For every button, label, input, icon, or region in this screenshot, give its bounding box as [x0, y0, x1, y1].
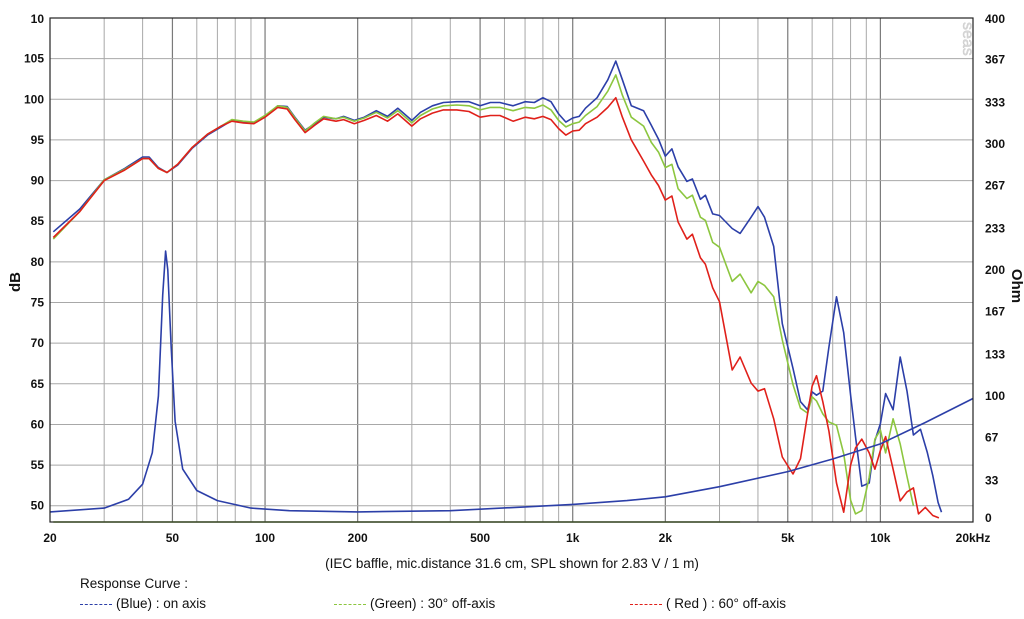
frequency-response-chart: 20 50 100 200 500 1k 2k 5k 10k 20kHz5055606570758…: [7, 12, 1024, 545]
x-tick-label: 100: [255, 531, 275, 545]
legend-title: Response Curve :: [80, 576, 189, 591]
y2-tick-label: 367: [985, 53, 1005, 67]
y-tick-label: 55: [31, 458, 45, 472]
x-tick-label: 10k: [870, 531, 890, 545]
y-axis-label-left: dB: [7, 272, 24, 292]
x-tick-label: 200: [348, 531, 368, 545]
y2-tick-label: 200: [985, 263, 1005, 277]
measurement-caption: (IEC baffle, mic.distance 31.6 cm, SPL s…: [325, 556, 699, 571]
plot-frame: [49, 17, 974, 523]
legend-label-blue: (Blue) : on axis: [116, 596, 207, 611]
tick-labels: 20 50 100 200 500 1k 2k 5k 10k 20kHz5055606570758…: [24, 12, 1005, 545]
y-tick-label: 90: [31, 174, 45, 188]
series-line-impedance: [49, 250, 974, 513]
y2-tick-label: 167: [985, 305, 1005, 319]
y-tick-label: 105: [24, 52, 44, 66]
y2-tick-label: 233: [985, 221, 1005, 235]
y-tick-label: 65: [31, 377, 45, 391]
y-tick-label: 80: [31, 255, 45, 269]
grid-lines: [50, 18, 973, 522]
y2-tick-label: 100: [985, 389, 1005, 403]
legend-swatch-blue: [80, 603, 112, 605]
y-tick-label: 50: [31, 499, 45, 513]
x-tick-label: 1k: [566, 531, 580, 545]
y-tick-label: 85: [31, 214, 45, 228]
legend-item-red: ( Red ) : 60° off-axis: [630, 596, 786, 611]
y2-tick-label: 0: [985, 511, 992, 525]
y2-tick-label: 300: [985, 137, 1005, 151]
y2-tick-label: 133: [985, 347, 1005, 361]
legend-item-green: (Green) : 30° off-axis: [334, 596, 495, 611]
x-tick-label: 5k: [781, 531, 795, 545]
y2-tick-label: 267: [985, 179, 1005, 193]
y2-tick-label: 33: [985, 473, 999, 487]
plot-background: [50, 18, 973, 522]
series-line-30-off-axis: [52, 74, 915, 515]
legend-swatch-green: [334, 603, 366, 605]
x-tick-label: 50: [166, 531, 180, 545]
x-tick-label: 20kHz: [956, 531, 991, 545]
y-tick-label: 75: [31, 296, 45, 310]
series-line-60-off-axis: [52, 96, 940, 519]
y-tick-label: 60: [31, 417, 45, 431]
y-tick-label: 95: [31, 133, 45, 147]
y2-tick-label: 400: [985, 12, 1005, 26]
y2-tick-label: 333: [985, 95, 1005, 109]
seas-logo-watermark: seas: [959, 22, 976, 56]
legend-item-blue: (Blue) : on axis: [80, 596, 206, 611]
y-tick-label: 100: [24, 92, 44, 106]
y-tick-label: 10: [31, 12, 45, 26]
y2-tick-label: 67: [985, 431, 999, 445]
x-tick-label: 2k: [659, 531, 673, 545]
x-tick-label: 500: [470, 531, 490, 545]
legend-label-red: ( Red ) : 60° off-axis: [666, 596, 786, 611]
legend-swatch-red: [630, 603, 662, 605]
legend-label-green: (Green) : 30° off-axis: [370, 596, 496, 611]
x-tick-label: 20: [43, 531, 57, 545]
y-axis-label-right: Ohm: [1008, 269, 1024, 303]
svg-text:seas: seas: [959, 22, 976, 56]
y-tick-label: 70: [31, 336, 45, 350]
